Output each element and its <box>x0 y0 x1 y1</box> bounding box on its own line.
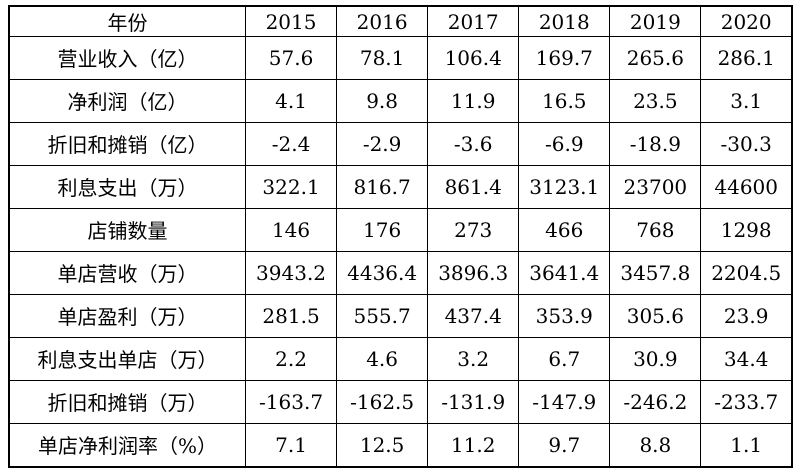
value-cell: 322.1 <box>244 164 338 209</box>
value-cell: 146 <box>244 207 338 252</box>
value-cell: 2204.5 <box>700 250 793 295</box>
row-label-cell: 利息支出单店（万） <box>8 336 246 381</box>
row-label-cell: 营业收入（亿） <box>8 36 246 80</box>
value-cell: 6.7 <box>518 336 611 381</box>
value-cell: 30.9 <box>609 336 702 381</box>
value-cell: 4.6 <box>336 336 429 381</box>
row-label-cell: 折旧和摊销（万） <box>8 379 246 424</box>
table-row: 利息支出单店（万） 2.2 4.6 3.2 6.7 30.9 34.4 <box>8 336 793 381</box>
table-row: 单店盈利（万） 281.5 555.7 437.4 353.9 305.6 23.9 <box>8 293 793 338</box>
value-cell: 265.6 <box>609 36 702 80</box>
value-cell: 7.1 <box>244 422 338 468</box>
year-header-cell: 2020 <box>700 5 793 37</box>
value-cell: 169.7 <box>518 36 611 80</box>
value-cell: 176 <box>336 207 429 252</box>
value-cell: -2.4 <box>244 121 338 166</box>
value-cell: 555.7 <box>336 293 429 338</box>
value-cell: -2.9 <box>336 121 429 166</box>
value-cell: 273 <box>427 207 520 252</box>
value-cell: 1.1 <box>700 422 793 468</box>
table-header: 年份 2015 2016 2017 2018 2019 2020 <box>8 5 793 37</box>
row-label-cell: 单店营收（万） <box>8 250 246 295</box>
value-cell: -30.3 <box>700 121 793 166</box>
value-cell: 11.2 <box>427 422 520 468</box>
header-row: 年份 2015 2016 2017 2018 2019 2020 <box>8 5 793 37</box>
value-cell: 3.2 <box>427 336 520 381</box>
value-cell: 9.7 <box>518 422 611 468</box>
value-cell: 3641.4 <box>518 250 611 295</box>
table-row: 利息支出（万） 322.1 816.7 861.4 3123.1 23700 44600 <box>8 164 793 209</box>
value-cell: 12.5 <box>336 422 429 468</box>
value-cell: 816.7 <box>336 164 429 209</box>
value-cell: 3943.2 <box>244 250 338 295</box>
year-header-cell: 2018 <box>518 5 611 37</box>
value-cell: 3896.3 <box>427 250 520 295</box>
value-cell: -246.2 <box>609 379 702 424</box>
financial-metrics-table: 年份 2015 2016 2017 2018 2019 2020 营业收入（亿） 57.6 78… <box>8 5 793 468</box>
value-cell: 106.4 <box>427 36 520 80</box>
value-cell: -6.9 <box>518 121 611 166</box>
table-row: 单店净利润率（%） 7.1 12.5 11.2 9.7 8.8 1.1 <box>8 422 793 468</box>
row-label-cell: 净利润（亿） <box>8 78 246 123</box>
value-cell: 3.1 <box>700 78 793 123</box>
year-header-cell: 2016 <box>336 5 429 37</box>
table-row: 折旧和摊销（亿） -2.4 -2.9 -3.6 -6.9 -18.9 -30.3 <box>8 121 793 166</box>
value-cell: 2.2 <box>244 336 338 381</box>
value-cell: 4.1 <box>244 78 338 123</box>
value-cell: 23.9 <box>700 293 793 338</box>
value-cell: 861.4 <box>427 164 520 209</box>
value-cell: 34.4 <box>700 336 793 381</box>
year-header-cell: 2019 <box>609 5 702 37</box>
value-cell: 57.6 <box>244 36 338 80</box>
value-cell: 281.5 <box>244 293 338 338</box>
value-cell: 437.4 <box>427 293 520 338</box>
table-row: 单店营收（万） 3943.2 4436.4 3896.3 3641.4 3457.8 220… <box>8 250 793 295</box>
value-cell: 16.5 <box>518 78 611 123</box>
value-cell: 23700 <box>609 164 702 209</box>
row-label-cell: 店铺数量 <box>8 207 246 252</box>
value-cell: 3123.1 <box>518 164 611 209</box>
row-label-cell: 折旧和摊销（亿） <box>8 121 246 166</box>
table-row: 折旧和摊销（万） -163.7 -162.5 -131.9 -147.9 -246.2 -2… <box>8 379 793 424</box>
value-cell: 466 <box>518 207 611 252</box>
value-cell: -131.9 <box>427 379 520 424</box>
value-cell: 286.1 <box>700 36 793 80</box>
value-cell: 768 <box>609 207 702 252</box>
value-cell: 3457.8 <box>609 250 702 295</box>
value-cell: 353.9 <box>518 293 611 338</box>
value-cell: 305.6 <box>609 293 702 338</box>
value-cell: 23.5 <box>609 78 702 123</box>
value-cell: 8.8 <box>609 422 702 468</box>
value-cell: 9.8 <box>336 78 429 123</box>
value-cell: -162.5 <box>336 379 429 424</box>
row-label-cell: 单店净利润率（%） <box>8 422 246 468</box>
value-cell: 44600 <box>700 164 793 209</box>
table-body: 营业收入（亿） 57.6 78.1 106.4 169.7 265.6 286.1 净利润（亿… <box>8 36 793 468</box>
row-label-cell: 单店盈利（万） <box>8 293 246 338</box>
value-cell: 78.1 <box>336 36 429 80</box>
value-cell: -163.7 <box>244 379 338 424</box>
row-label-header-cell: 年份 <box>8 5 246 37</box>
year-header-cell: 2015 <box>244 5 338 37</box>
value-cell: 11.9 <box>427 78 520 123</box>
table-row: 营业收入（亿） 57.6 78.1 106.4 169.7 265.6 286.1 <box>8 36 793 80</box>
value-cell: 4436.4 <box>336 250 429 295</box>
value-cell: -147.9 <box>518 379 611 424</box>
year-header-cell: 2017 <box>427 5 520 37</box>
value-cell: -233.7 <box>700 379 793 424</box>
table-row: 店铺数量 146 176 273 466 768 1298 <box>8 207 793 252</box>
table-row: 净利润（亿） 4.1 9.8 11.9 16.5 23.5 3.1 <box>8 78 793 123</box>
value-cell: 1298 <box>700 207 793 252</box>
row-label-cell: 利息支出（万） <box>8 164 246 209</box>
value-cell: -18.9 <box>609 121 702 166</box>
value-cell: -3.6 <box>427 121 520 166</box>
